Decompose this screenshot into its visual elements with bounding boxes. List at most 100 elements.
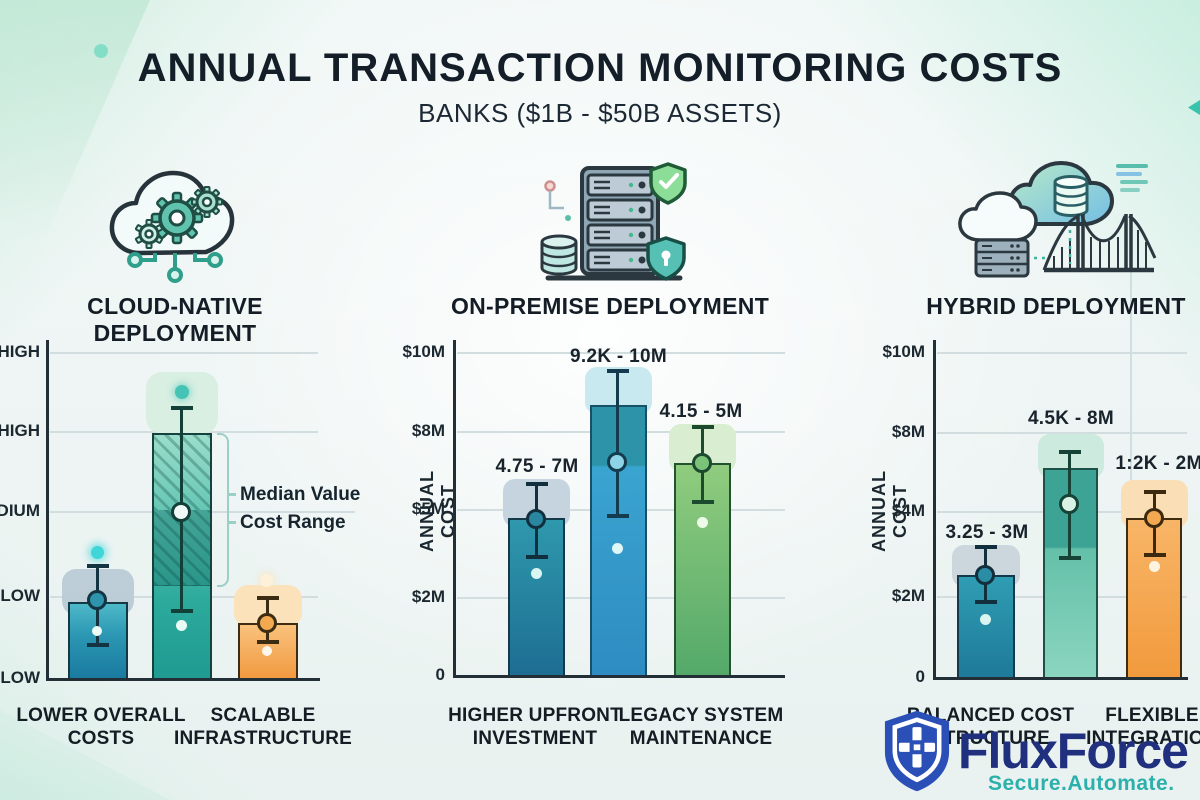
value-label: 4.5K - 8M: [1027, 408, 1115, 429]
database-icon: [540, 234, 578, 276]
median-circle: [526, 509, 546, 529]
shield-check-icon: [649, 162, 687, 205]
error-bar-cap: [526, 482, 548, 486]
error-bar-cap: [1144, 553, 1166, 557]
median-circle: [87, 590, 107, 610]
error-bar-cap: [87, 643, 109, 647]
error-bar-cap: [692, 425, 714, 429]
value-label: 9.2K - 10M: [570, 346, 667, 367]
y-tick-label: HIGH: [0, 421, 40, 440]
gridline: [50, 352, 318, 354]
median-circle: [171, 502, 191, 522]
error-bar-cap: [607, 369, 629, 373]
cloud-gears-network-icon: [109, 170, 235, 283]
database-icon: [1053, 175, 1089, 217]
brand-tagline: Secure.Automate.: [988, 772, 1175, 795]
shield-logo-icon: [884, 710, 950, 792]
y-tick-label: $8M: [411, 421, 445, 440]
median-circle: [1059, 494, 1079, 514]
value-label: 4.15 - 5M: [659, 401, 743, 422]
error-bar-cap: [257, 640, 279, 644]
y-tick-label: LOW: [0, 668, 40, 687]
decor-dot: [94, 44, 108, 58]
y-axis: [453, 340, 456, 678]
y-tick-label: 0: [435, 665, 445, 684]
highlight-dot: [697, 517, 708, 528]
y-tick-label: $10M: [402, 342, 445, 361]
x-axis: [453, 675, 785, 678]
error-bar-cap: [171, 609, 193, 613]
gridline: [457, 352, 785, 354]
section-title-hybrid: HYBRID DEPLOYMENT: [926, 293, 1186, 319]
decor-divider-line: [1130, 230, 1132, 650]
y-axis: [46, 340, 49, 681]
bracket-tick: [227, 493, 236, 496]
x-axis: [46, 678, 320, 681]
gear-icon: [134, 186, 223, 249]
highlight-dot: [176, 620, 187, 631]
median-circle: [257, 613, 277, 633]
highlight-dot: [612, 543, 623, 554]
error-bar-cap: [1059, 556, 1081, 560]
median-circle: [1144, 508, 1164, 528]
highlight-dot: [980, 614, 991, 625]
median-circle: [975, 565, 995, 585]
y-tick-label: MEDIUM: [0, 501, 40, 520]
error-bar-line: [616, 371, 619, 517]
shield-lock-icon: [646, 236, 686, 281]
server-icon: [974, 238, 1030, 278]
highlight-dot: [262, 646, 272, 656]
x-axis: [933, 677, 1188, 680]
error-bar-cap: [975, 600, 997, 604]
error-bar-cap: [87, 564, 109, 568]
y-tick-label: HIGH: [0, 342, 40, 361]
x-category-label: SCALABLE INFRASTRUCTURE: [173, 705, 352, 750]
y-tick-label: 0: [915, 667, 925, 686]
gridline: [937, 352, 1187, 354]
legend-median-label: Median Value: [240, 484, 361, 505]
value-label: 1:2K - 2M: [1115, 453, 1200, 474]
network-nodes-icon: [127, 252, 223, 283]
value-label: 4.75 - 7M: [495, 456, 579, 477]
median-circle: [692, 453, 712, 473]
bar: [508, 518, 565, 675]
y-tick-label: LOW: [0, 586, 40, 605]
median-circle: [607, 452, 627, 472]
y-tick-label: $5M: [411, 499, 445, 518]
page-subtitle: BANKS ($1B - $50B ASSETS): [418, 98, 782, 128]
text-lines-icon: [1116, 164, 1148, 192]
x-category-label: LEGACY SYSTEM MAINTENANCE: [618, 705, 784, 750]
server-rack-shields-icon: [540, 162, 687, 281]
glow-dot: [175, 385, 189, 399]
highlight-dot: [1149, 561, 1160, 572]
error-bar-cap: [692, 500, 714, 504]
dashed-connector-icon: [1034, 230, 1072, 264]
cloud-bridge-server-icon: [958, 161, 1157, 278]
error-bar-cap: [257, 596, 279, 600]
legend-range-label: Cost Range: [240, 512, 346, 533]
y-tick-label: $10M: [882, 342, 925, 361]
glow-dot: [260, 574, 273, 587]
y-axis: [933, 340, 936, 680]
brand-name: FluxForce: [958, 723, 1189, 779]
error-bar-cap: [607, 514, 629, 518]
highlight-dot: [92, 626, 102, 636]
x-category-label: FLEXIBLE INTEGRATION: [1086, 705, 1200, 750]
value-label: 3.25 - 3M: [945, 522, 1029, 543]
range-bracket: [217, 433, 229, 587]
error-bar-cap: [171, 406, 193, 410]
y-tick-label: $2M: [411, 587, 445, 606]
section-title-cloud-native: CLOUD-NATIVE DEPLOYMENT: [87, 293, 263, 346]
bridge-icon: [1042, 214, 1157, 273]
x-category-label: HIGHER UPFRONT INVESTMENT: [448, 705, 622, 750]
error-bar-cap: [526, 555, 548, 559]
bracket-tick: [227, 521, 236, 524]
gridline: [937, 432, 1187, 434]
y-tick-label: $8M: [891, 422, 925, 441]
x-category-label: BALANCED COST STRUCTURE: [906, 705, 1075, 750]
y-tick-label: $4M: [891, 501, 925, 520]
y-axis-title: ANNUAL COST: [869, 470, 910, 552]
page-title: ANNUAL TRANSACTION MONITORING COSTS: [137, 46, 1063, 90]
error-bar-cap: [1059, 450, 1081, 454]
